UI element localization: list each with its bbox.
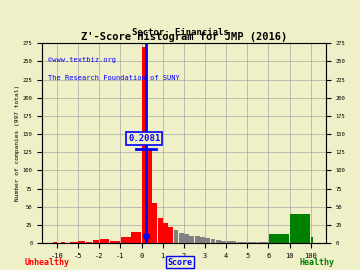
Bar (311, 237, 313, 243)
Bar (179, 233, 184, 243)
Bar (205, 238, 210, 243)
Bar (163, 223, 168, 243)
Bar (226, 241, 236, 243)
Bar (152, 203, 157, 243)
Bar (211, 239, 215, 243)
Bar (86, 242, 92, 243)
Bar (74, 242, 78, 243)
Bar (158, 218, 162, 243)
Bar (93, 240, 99, 243)
Bar (221, 241, 226, 243)
Bar (78, 241, 85, 243)
Bar (100, 239, 109, 243)
Title: Z'-Score Histogram for JMP (2016): Z'-Score Histogram for JMP (2016) (81, 32, 287, 42)
Text: Score: Score (167, 258, 193, 266)
Bar (258, 242, 268, 243)
Bar (174, 230, 179, 243)
Bar (131, 232, 141, 243)
Bar (110, 241, 120, 243)
Text: Healthy: Healthy (299, 258, 334, 266)
Bar (248, 242, 257, 243)
Bar (184, 234, 189, 243)
Bar (200, 237, 205, 243)
Bar (70, 242, 74, 243)
Bar (62, 242, 65, 243)
Text: 0.2081: 0.2081 (128, 134, 160, 143)
Bar (189, 236, 194, 243)
Y-axis label: Number of companies (997 total): Number of companies (997 total) (15, 85, 20, 201)
Bar (291, 214, 310, 243)
Bar (53, 242, 57, 243)
Text: Sector: Financials: Sector: Financials (132, 28, 228, 37)
Bar (121, 237, 131, 243)
Bar (269, 234, 289, 243)
Bar (195, 237, 199, 243)
Text: Unhealthy: Unhealthy (24, 258, 69, 266)
Bar (147, 148, 152, 243)
Bar (216, 240, 221, 243)
Bar (237, 242, 247, 243)
Text: The Research Foundation of SUNY: The Research Foundation of SUNY (48, 75, 180, 81)
Text: ©www.textbiz.org: ©www.textbiz.org (48, 57, 116, 63)
Bar (168, 227, 173, 243)
Bar (142, 47, 147, 243)
